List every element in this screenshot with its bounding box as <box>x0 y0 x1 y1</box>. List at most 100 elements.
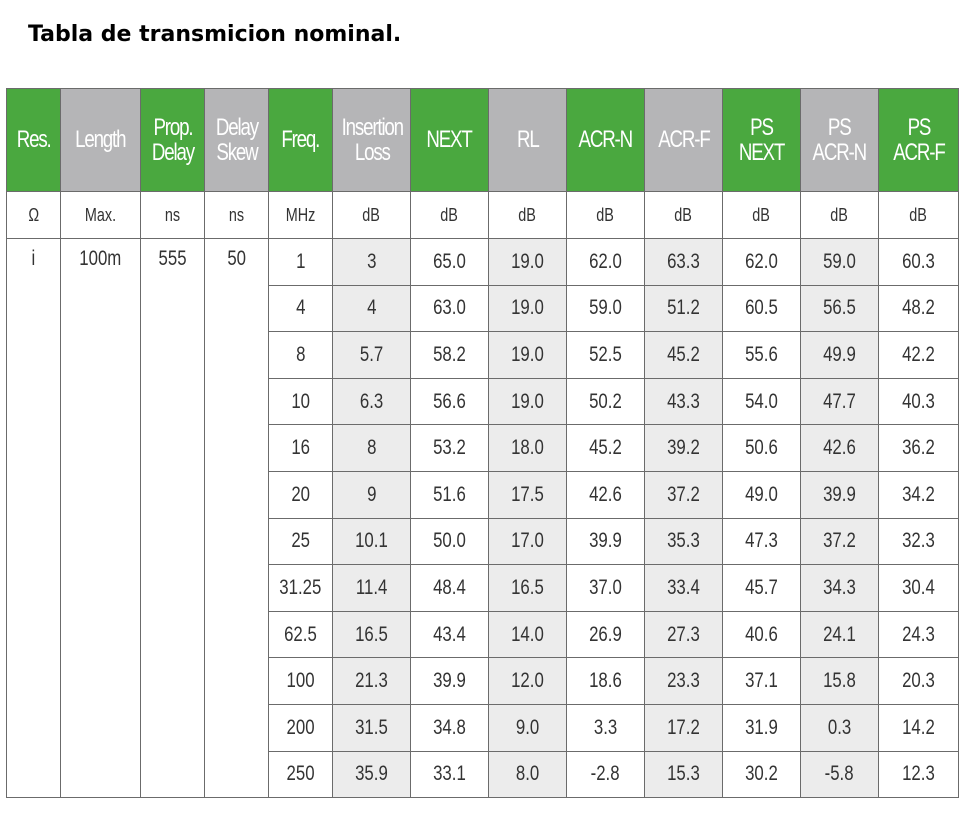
cell-text: 250 <box>286 762 315 786</box>
cell-text: 63.3 <box>667 249 700 273</box>
table-cell: 4 <box>268 284 333 333</box>
cell-text: 20 <box>291 482 310 506</box>
cell-text: dB <box>674 204 693 225</box>
cell-text: 40.6 <box>745 622 778 646</box>
fixed-cell-delay-skew: 50 <box>204 237 269 799</box>
cell-text: 52.5 <box>589 342 622 366</box>
table-cell: 63.3 <box>644 238 723 286</box>
table-cell: 1 <box>268 238 333 286</box>
table-row: 4 4 63.0 19.0 59.0 51.2 60.5 56.5 48.2 <box>7 284 959 333</box>
cell-text: 18.6 <box>589 669 622 693</box>
unit-cell: Ω <box>6 191 61 239</box>
cell-text: 37.0 <box>589 575 622 599</box>
table-cell: 63.0 <box>410 284 489 333</box>
cell-text: 34.3 <box>823 575 856 599</box>
column-header: RL <box>488 88 567 192</box>
cell-text: MHz <box>285 204 316 225</box>
table-cell: 45.7 <box>722 564 801 612</box>
table-cell: 55.6 <box>722 331 801 379</box>
cell-text: 25 <box>291 529 310 553</box>
cell-text: 50.0 <box>433 529 466 553</box>
cell-text: 3.3 <box>593 715 618 739</box>
cell-text: 0.3 <box>827 715 852 739</box>
table-cell: 65.0 <box>410 238 489 286</box>
cell-text: 30.4 <box>902 575 935 599</box>
cell-text: 17.2 <box>667 715 700 739</box>
cell-text: 48.4 <box>433 575 466 599</box>
table-cell: 9 <box>332 470 411 519</box>
table-cell: 40.3 <box>878 377 959 426</box>
cell-text: 37.1 <box>745 669 778 693</box>
table-cell: 59.0 <box>800 238 879 286</box>
header-row: Res. Length Prop. Delay Delay Skew Freq. Inse… <box>6 88 959 192</box>
cell-text: 39.9 <box>589 529 622 553</box>
cell-text: 60.3 <box>902 249 935 273</box>
unit-cell: dB <box>644 191 723 239</box>
table-cell: 3.3 <box>566 703 645 752</box>
cell-text: 42.2 <box>902 342 935 366</box>
table-cell: 37.1 <box>722 657 801 705</box>
column-header-label: PS ACR-F <box>892 113 946 166</box>
table-cell: 35.9 <box>332 750 411 799</box>
cell-text: dB <box>830 204 849 225</box>
table-cell: -2.8 <box>566 750 645 799</box>
unit-cell: ns <box>140 191 205 239</box>
table-row: i 100m 555 50 1 3 65.0 19.0 62.0 63.3 62.0 59.0 60.3 <box>6 237 959 799</box>
table-cell: 33.1 <box>410 750 489 799</box>
cell-text: 10.1 <box>355 529 388 553</box>
table-cell: 39.2 <box>644 424 723 472</box>
cell-text: 39.9 <box>433 669 466 693</box>
table-cell: 32.3 <box>878 517 959 566</box>
table-cell: 43.4 <box>410 610 489 659</box>
table-cell: 17.0 <box>488 517 567 566</box>
cell-text: 11.4 <box>355 575 388 599</box>
table-cell: 5.7 <box>332 331 411 379</box>
table-cell: 19.0 <box>488 331 567 379</box>
fixed-cell-length: 100m <box>60 237 141 799</box>
column-header-label: Res. <box>16 126 52 154</box>
cell-text: 3 <box>366 249 377 273</box>
cell-text: 51.2 <box>667 296 700 320</box>
cell-text: dB <box>596 204 615 225</box>
cell-text: 4 <box>295 296 306 320</box>
column-header-label: ACR-N <box>578 126 634 154</box>
cell-text: 63.0 <box>433 296 466 320</box>
cell-text: 19.0 <box>511 296 544 320</box>
cell-text: 39.2 <box>667 436 700 460</box>
cell-text: 37.2 <box>823 529 856 553</box>
column-header: PS NEXT <box>722 88 801 192</box>
cell-text: 51.6 <box>433 482 466 506</box>
cell-text: 33.1 <box>433 762 466 786</box>
cell-text: i <box>31 247 36 270</box>
table-cell: 43.3 <box>644 377 723 426</box>
transmission-table: Res. Length Prop. Delay Delay Skew Freq. Inse… <box>6 88 959 799</box>
table-cell: 18.6 <box>566 657 645 705</box>
cell-text: 100m <box>79 247 122 270</box>
cell-text: 21.3 <box>355 669 388 693</box>
table-cell: 56.5 <box>800 284 879 333</box>
cell-text: 45.7 <box>745 575 778 599</box>
cell-text: 200 <box>286 715 315 739</box>
table-cell: 39.9 <box>800 470 879 519</box>
cell-text: 54.0 <box>745 389 778 413</box>
cell-text: 32.3 <box>902 529 935 553</box>
table-cell: 21.3 <box>332 657 411 705</box>
table-cell: 48.2 <box>878 284 959 333</box>
column-header: Insertion Loss <box>332 88 411 192</box>
table-cell: 37.2 <box>644 470 723 519</box>
fixed-cell-res: i <box>6 237 61 799</box>
cell-text: 45.2 <box>667 342 700 366</box>
cell-text: -5.8 <box>825 762 854 786</box>
cell-text: dB <box>909 204 928 225</box>
cell-text: 31.25 <box>279 575 322 599</box>
column-header: ACR-F <box>644 88 723 192</box>
cell-text: 4 <box>366 296 377 320</box>
unit-cell: Max. <box>60 191 141 239</box>
table-cell: 60.3 <box>878 238 959 286</box>
table-cell: 17.2 <box>644 703 723 752</box>
column-header-label: Prop. Delay <box>151 113 194 166</box>
cell-text: 59.0 <box>589 296 622 320</box>
cell-text: 100 <box>286 669 315 693</box>
cell-text: 9 <box>366 482 377 506</box>
column-header-label: Delay Skew <box>215 113 258 166</box>
